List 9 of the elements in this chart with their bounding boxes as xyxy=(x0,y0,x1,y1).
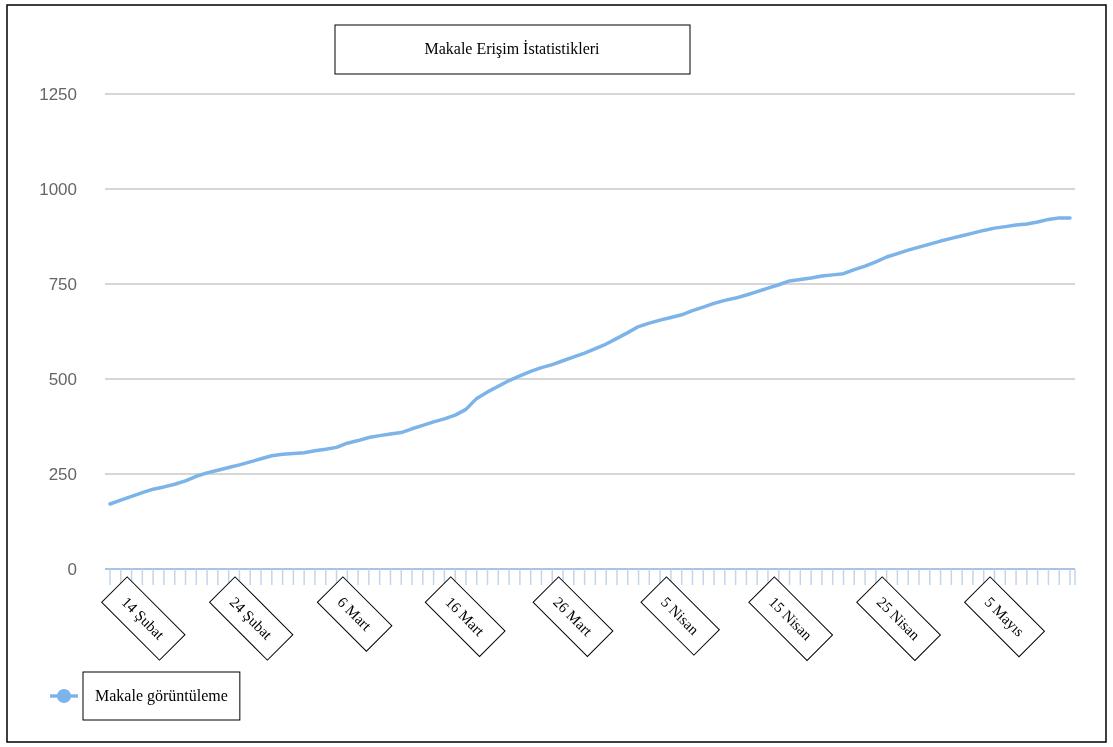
y-tick-label: 1000 xyxy=(39,179,77,199)
line-series xyxy=(108,216,1072,506)
y-tick-label: 0 xyxy=(67,559,77,579)
y-tick-label: 250 xyxy=(48,464,77,484)
y-tick-label: 1250 xyxy=(39,84,77,104)
y-tick-label: 750 xyxy=(48,274,77,294)
legend-label: Makale görüntüleme xyxy=(95,687,228,705)
chart-title: Makale Erişim İstatistikleri xyxy=(424,40,601,58)
y-tick-label: 500 xyxy=(48,369,77,389)
